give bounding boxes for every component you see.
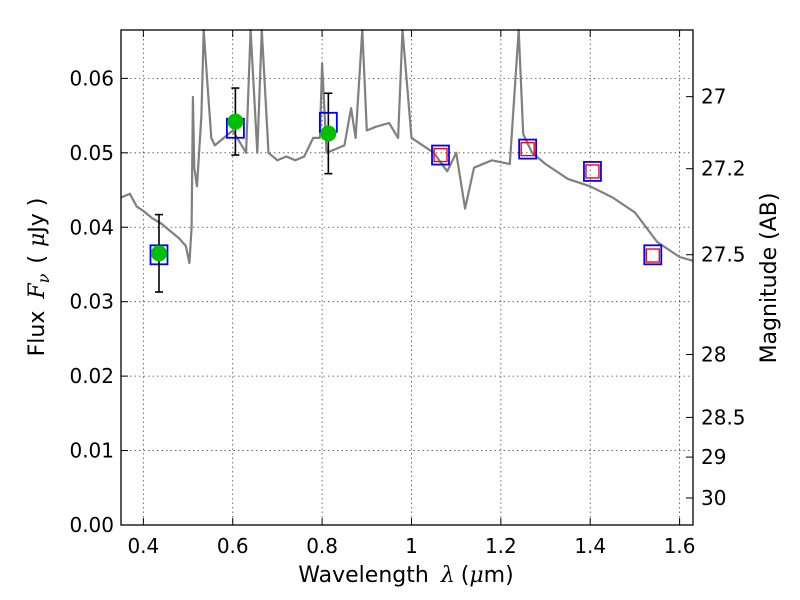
y-axis-right: 27 27.2 27.5 28 28.5 29 30 xyxy=(686,85,746,510)
grid xyxy=(121,30,693,526)
x-axis-title: Wavelength λ (μm) xyxy=(298,563,513,588)
y-tick-label: 0.02 xyxy=(69,364,114,388)
y2-tick-label: 27.2 xyxy=(701,157,746,181)
y-tick-label: 0.00 xyxy=(69,513,114,537)
x-tick-label: 0.4 xyxy=(127,534,159,558)
x-axis-title-unit-open: ( xyxy=(461,563,470,588)
observed-point xyxy=(150,245,167,262)
x-axis-title-prefix: Wavelength xyxy=(298,563,429,588)
y-axis-title-unit-rest: Jy ) xyxy=(25,198,50,235)
y-tick-label: 0.01 xyxy=(69,439,114,463)
nir-point xyxy=(645,248,660,263)
y-axis-title-unit-open: ( xyxy=(25,255,50,264)
y2-tick-label: 29 xyxy=(701,445,726,469)
sed-template-layer xyxy=(120,28,694,265)
y2-tick-label: 27.5 xyxy=(701,243,746,267)
x-tick-label: 1.2 xyxy=(485,534,517,558)
y-axis-left: 0.00 0.01 0.02 0.03 0.04 0.05 0.06 xyxy=(69,66,128,537)
x-axis-title-unit-rest: m) xyxy=(484,563,514,588)
nir-point xyxy=(433,147,448,163)
y-tick-label: 0.04 xyxy=(69,215,114,239)
y2-axis-title: Magnitude (AB) xyxy=(757,193,782,364)
photometry-layer xyxy=(149,87,663,293)
y2-tick-label: 30 xyxy=(701,486,726,510)
x-tick-label: 0.6 xyxy=(217,534,249,558)
y2-tick-label: 27 xyxy=(701,85,726,109)
model-point xyxy=(643,244,663,266)
nir-point xyxy=(585,164,600,179)
nir-point xyxy=(520,141,535,157)
model-point xyxy=(583,161,602,182)
y-axis-title-unit-mu: μ xyxy=(25,233,50,247)
model-point xyxy=(518,138,538,160)
y2-tick-label: 28.5 xyxy=(701,405,746,429)
y-axis-title-prefix: Flux xyxy=(25,311,50,357)
y-tick-label: 0.03 xyxy=(69,290,114,314)
y-axis-title-symbol: F xyxy=(25,283,50,300)
y-tick-label: 0.06 xyxy=(69,66,114,90)
y-axis-title: Flux Fν ( μJy ) xyxy=(25,198,53,357)
x-tick-label: 0.8 xyxy=(306,534,338,558)
sed-template-line xyxy=(120,28,694,265)
model-point xyxy=(431,144,450,166)
y-axis-title-subscript: ν xyxy=(34,273,53,283)
y2-tick-label: 28 xyxy=(701,342,726,366)
x-axis-title-symbol: λ xyxy=(440,563,455,588)
x-tick-label: 1.4 xyxy=(574,534,606,558)
observed-point xyxy=(320,125,337,142)
observed-point xyxy=(227,113,244,130)
x-axis: 0.4 0.6 0.8 1 1.2 1.4 1.6 xyxy=(127,30,696,558)
plot-frame xyxy=(120,29,694,526)
x-axis-title-unit-mu: μ xyxy=(469,563,483,588)
y-tick-label: 0.05 xyxy=(69,141,114,165)
x-tick-label: 1 xyxy=(405,534,418,558)
x-tick-label: 1.6 xyxy=(664,534,696,558)
